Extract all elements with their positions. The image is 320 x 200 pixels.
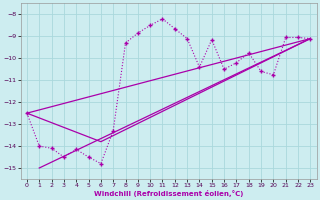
X-axis label: Windchill (Refroidissement éolien,°C): Windchill (Refroidissement éolien,°C) xyxy=(94,190,243,197)
